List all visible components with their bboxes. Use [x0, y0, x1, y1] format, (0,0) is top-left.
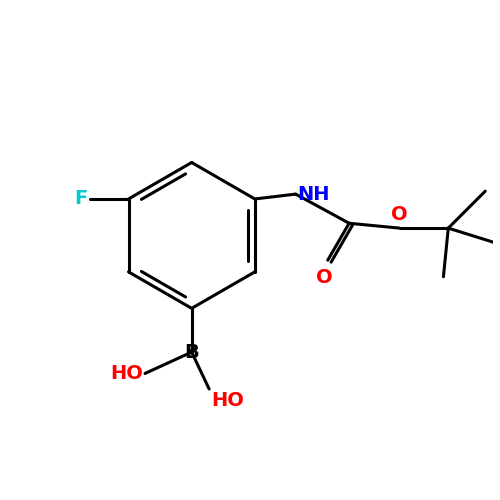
Text: O: O: [392, 205, 408, 224]
Text: B: B: [184, 342, 199, 361]
Text: HO: HO: [110, 364, 143, 383]
Text: F: F: [74, 190, 88, 208]
Text: NH: NH: [298, 184, 330, 204]
Text: HO: HO: [211, 391, 244, 410]
Text: O: O: [316, 268, 332, 287]
